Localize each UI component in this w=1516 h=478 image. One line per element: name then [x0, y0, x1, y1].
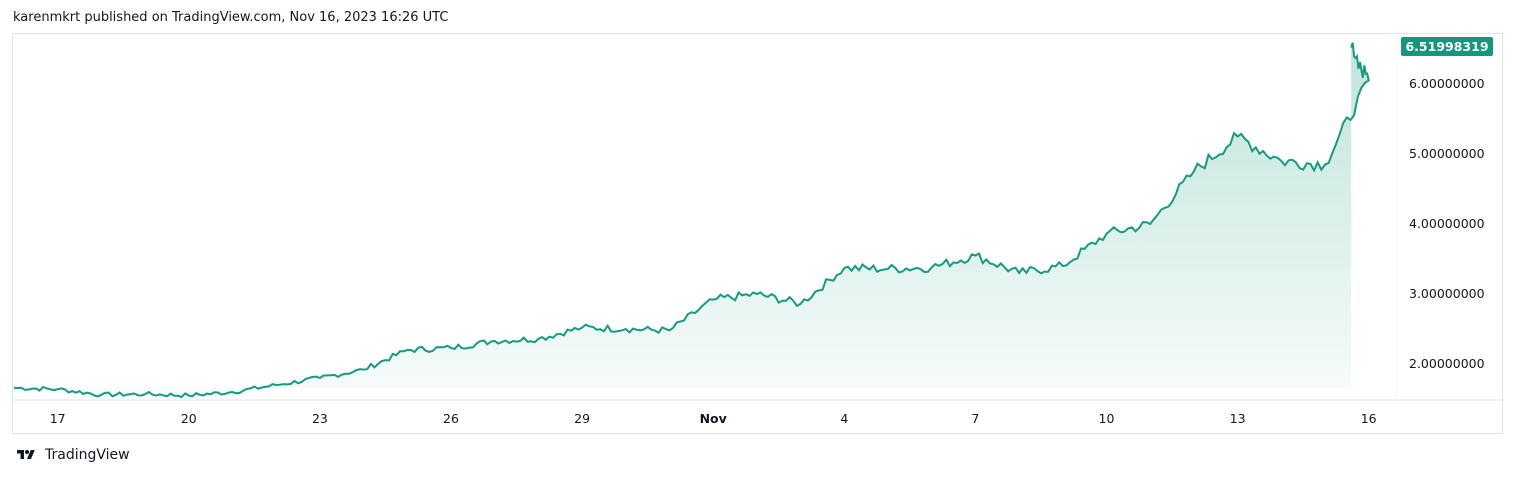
price-tick-label: 3.00000000	[1409, 286, 1485, 301]
time-axis: 17 20 23 26 29 Nov 4 7 10 13 16	[50, 411, 1377, 426]
tradingview-logo-icon	[17, 450, 35, 459]
last-price-label: 6.51998319	[1405, 39, 1488, 54]
tradingview-brand-text: TradingView	[45, 447, 130, 463]
price-axis: 2.00000000 3.00000000 4.00000000 5.00000000…	[1409, 76, 1485, 371]
last-price-tag: 6.51998319	[1401, 37, 1493, 56]
time-tick-label: 7	[971, 411, 979, 426]
price-tick-label: 6.00000000	[1409, 76, 1485, 91]
time-tick-label: 26	[443, 411, 459, 426]
time-tick-label: 20	[181, 411, 197, 426]
time-tick-label: 23	[312, 411, 328, 426]
price-tick-label: 2.00000000	[1409, 356, 1485, 371]
chart-frame: 2.00000000 3.00000000 4.00000000 5.00000000…	[12, 33, 1504, 435]
tradingview-branding[interactable]: TradingView	[13, 447, 130, 463]
price-chart[interactable]: 2.00000000 3.00000000 4.00000000 5.00000000…	[13, 34, 1504, 435]
publisher-info: karenmkrt published on TradingView.com, …	[13, 10, 449, 25]
time-tick-label: 13	[1230, 411, 1246, 426]
price-tick-label: 5.00000000	[1409, 146, 1485, 161]
time-tick-label: 10	[1099, 411, 1115, 426]
time-tick-label: 17	[50, 411, 66, 426]
price-tick-label: 4.00000000	[1409, 216, 1485, 231]
time-tick-label: 29	[574, 411, 590, 426]
time-tick-label: 4	[840, 411, 848, 426]
time-tick-label: 16	[1361, 411, 1377, 426]
time-tick-label: Nov	[700, 411, 727, 426]
price-line-series	[13, 42, 1370, 399]
price-area-fill	[14, 42, 1369, 398]
